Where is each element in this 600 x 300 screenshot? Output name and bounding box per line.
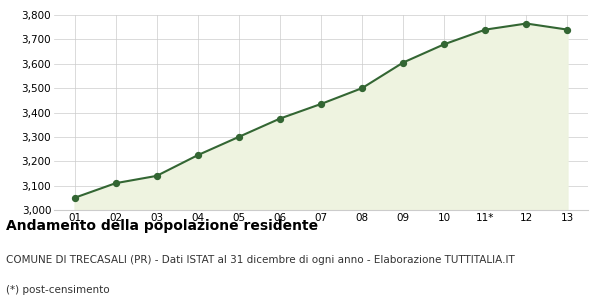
- Text: Andamento della popolazione residente: Andamento della popolazione residente: [6, 219, 318, 233]
- Point: [234, 134, 244, 139]
- Point: [152, 173, 161, 178]
- Point: [521, 21, 531, 26]
- Point: [439, 42, 449, 46]
- Point: [563, 27, 572, 32]
- Point: [70, 195, 79, 200]
- Point: [357, 86, 367, 91]
- Point: [193, 153, 203, 158]
- Point: [275, 116, 285, 121]
- Point: [398, 60, 408, 65]
- Text: (*) post-censimento: (*) post-censimento: [6, 285, 110, 295]
- Text: COMUNE DI TRECASALI (PR) - Dati ISTAT al 31 dicembre di ogni anno - Elaborazione: COMUNE DI TRECASALI (PR) - Dati ISTAT al…: [6, 255, 515, 265]
- Point: [481, 27, 490, 32]
- Point: [111, 181, 121, 186]
- Point: [316, 102, 326, 106]
